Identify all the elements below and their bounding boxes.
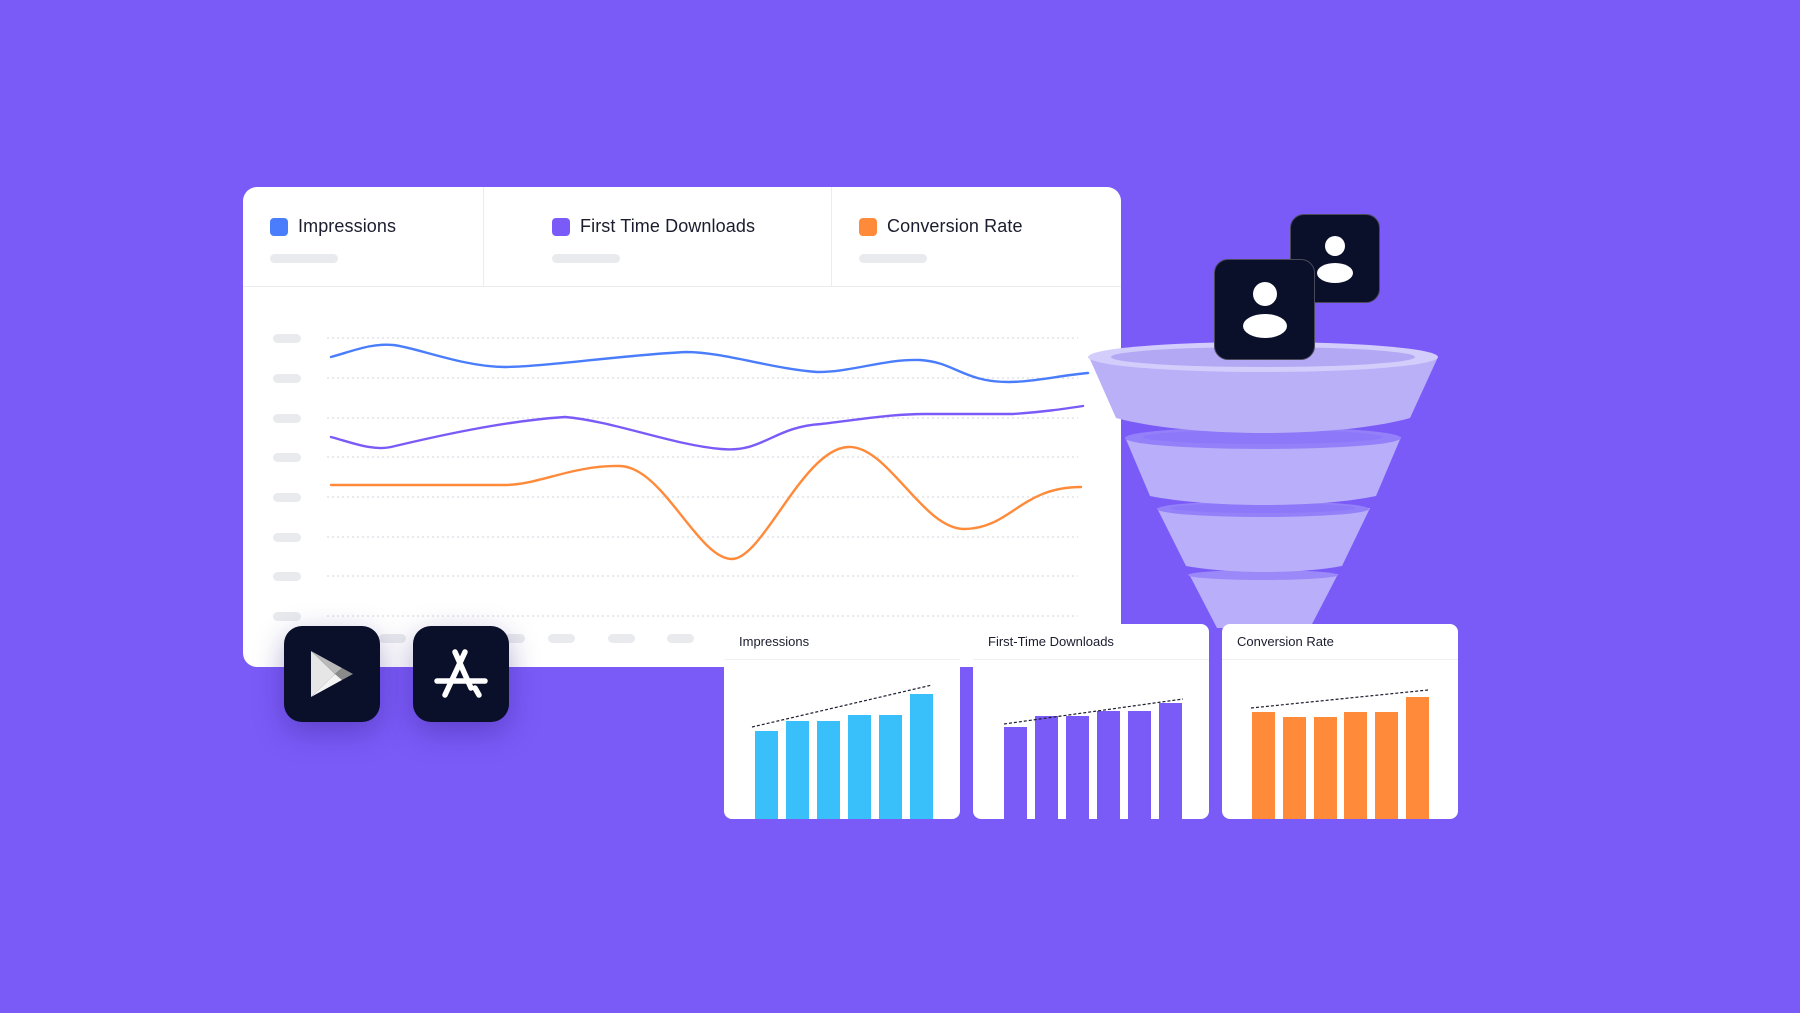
x-axis-label-placeholder [379,634,406,643]
x-axis-label-placeholder [498,634,525,643]
impressions-mini-card[interactable]: Impressions [724,624,960,819]
user-icon [1242,281,1287,338]
app-store-tile[interactable] [413,626,509,722]
y-axis-label-placeholder [273,612,301,621]
trend-line [1250,689,1429,709]
conversion-bar-chart [1250,689,1429,819]
mini-card-header: Impressions [724,624,960,660]
y-axis-label-placeholder [273,374,301,383]
trend-line [751,684,933,728]
legend-conversion-rate[interactable]: Conversion Rate [831,187,1121,287]
y-axis-label-placeholder [273,493,301,502]
first-time-downloads-line [329,404,1085,451]
x-axis-label-placeholder [667,634,694,643]
impressions-swatch [270,217,288,236]
legend-first-time-downloads[interactable]: First Time Downloads [483,187,831,287]
value-placeholder [552,254,620,263]
y-axis-label-placeholder [273,334,301,343]
user-icon [1317,235,1353,283]
downloads-bar-chart [1003,698,1184,819]
mini-card-header: First-Time Downloads [973,624,1209,660]
google-play-icon [311,651,353,697]
user-tile-front [1214,259,1315,360]
downloads-swatch [552,217,570,236]
mini-card-header: Conversion Rate [1222,624,1458,660]
impressions-line [329,343,1090,384]
trend-line [1003,698,1184,725]
legend-impressions[interactable]: Impressions [243,187,483,287]
conversion-funnel-graphic [1088,342,1438,628]
y-axis-label-placeholder [273,533,301,542]
chart-legend-header: Impressions First Time Downloads Convers… [243,187,1121,287]
google-play-tile[interactable] [284,626,380,722]
line-chart-plot [327,337,1090,617]
value-placeholder [859,254,927,263]
y-axis-label-placeholder [273,453,301,462]
gridlines [327,337,1078,617]
x-axis-label-placeholder [608,634,635,643]
mini-card-title: Conversion Rate [1237,634,1334,649]
conversion-swatch [859,217,877,236]
mini-card-title: First-Time Downloads [988,634,1114,649]
y-axis-label-placeholder [273,572,301,581]
app-store-icon [434,649,488,698]
legend-label: First Time Downloads [580,216,756,236]
x-axis-label-placeholder [548,634,575,643]
y-axis-label-placeholder [273,414,301,423]
first-time-downloads-mini-card[interactable]: First-Time Downloads [973,624,1209,819]
legend-label: Impressions [298,216,397,236]
mini-card-title: Impressions [739,634,810,649]
performance-chart-card: Impressions First Time Downloads Convers… [243,187,1121,667]
value-placeholder [270,254,338,263]
conversion-rate-line [329,445,1083,561]
impressions-bar-chart [751,684,933,819]
conversion-rate-mini-card[interactable]: Conversion Rate [1222,624,1458,819]
legend-label: Conversion Rate [887,216,1023,236]
